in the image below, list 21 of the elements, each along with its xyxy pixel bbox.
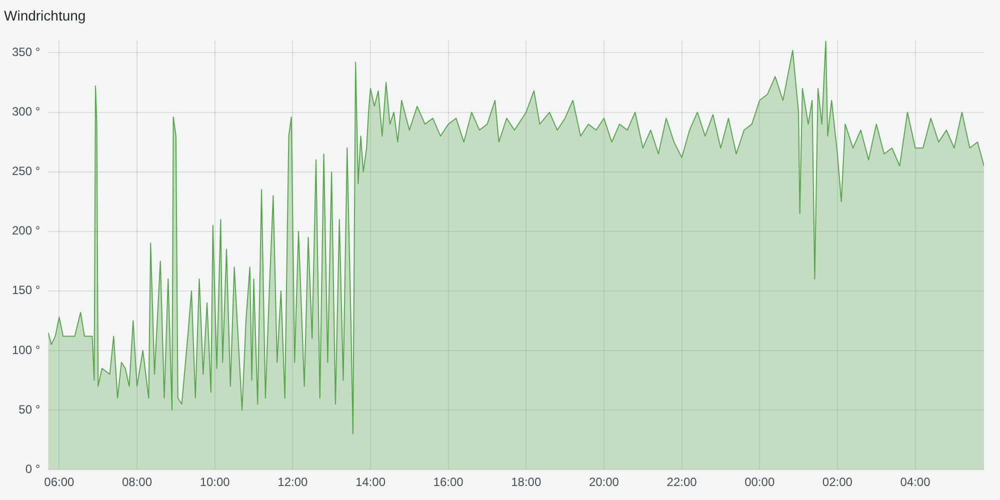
y-tick-label: 50 ° [18, 402, 40, 416]
y-tick-label: 300 ° [12, 104, 40, 119]
x-tick-label: 20:00 [588, 475, 620, 490]
y-tick-label: 350 ° [12, 45, 40, 60]
y-tick-label: 100 ° [12, 342, 40, 357]
y-tick-label: 0 ° [25, 462, 40, 476]
x-tick-label: 18:00 [511, 475, 542, 490]
y-tick-label: 200 ° [12, 224, 40, 238]
y-tick-label: 150 ° [12, 283, 40, 298]
x-tick-label: 08:00 [122, 475, 152, 490]
x-tick-label: 06:00 [44, 475, 75, 490]
x-tick-label: 22:00 [666, 475, 698, 490]
x-tick-label: 12:00 [278, 475, 308, 490]
x-tick-label: 14:00 [355, 475, 386, 490]
y-tick-label: 250 ° [12, 164, 40, 178]
x-tick-label: 00:00 [744, 475, 775, 490]
x-tick-label: 16:00 [433, 475, 464, 490]
x-tick-label: 02:00 [822, 475, 853, 490]
chart-title: Windrichtung [4, 7, 86, 24]
x-tick-label: 04:00 [900, 475, 931, 490]
x-tick-label: 10:00 [200, 475, 230, 490]
